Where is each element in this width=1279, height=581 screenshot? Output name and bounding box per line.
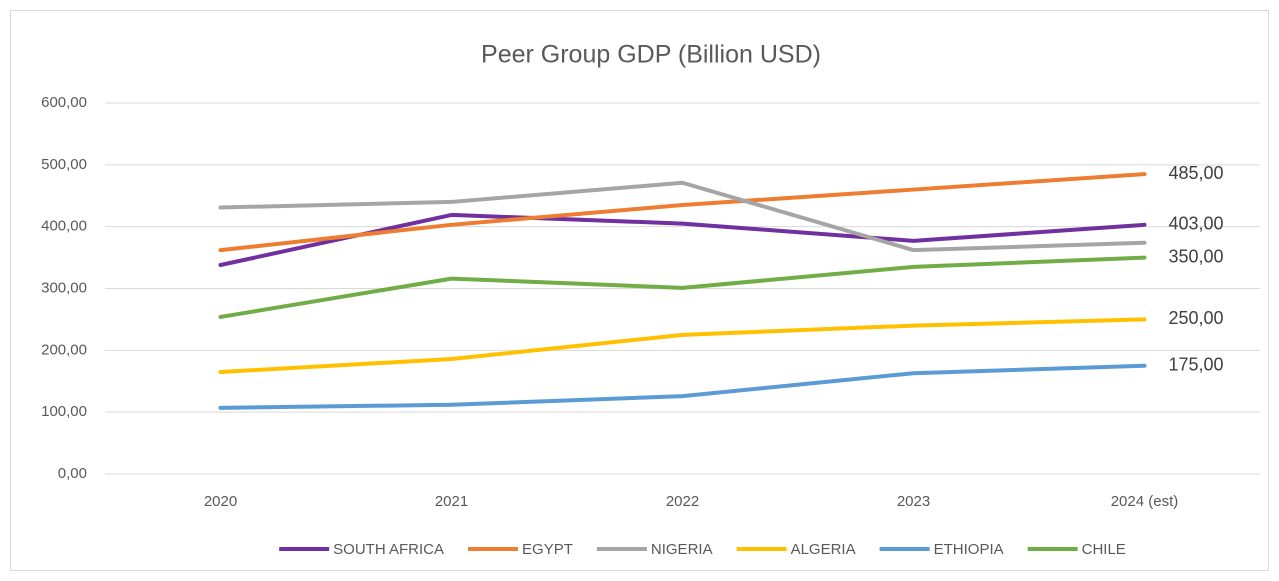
x-tick-label: 2022 xyxy=(666,493,699,510)
data-label: 250,00 xyxy=(1169,308,1224,328)
chart-title: Peer Group GDP (Billion USD) xyxy=(481,41,821,69)
y-tick-label: 200,00 xyxy=(41,341,87,358)
legend-label: ETHIOPIA xyxy=(934,541,1004,558)
x-tick-label: 2024 (est) xyxy=(1111,493,1179,510)
legend-label: CHILE xyxy=(1082,541,1126,558)
y-tick-label: 600,00 xyxy=(41,94,87,111)
y-tick-label: 500,00 xyxy=(41,156,87,173)
series-line xyxy=(218,180,1147,253)
y-tick-label: 100,00 xyxy=(41,403,87,420)
legend-label: EGYPT xyxy=(522,541,573,558)
y-tick-label: 300,00 xyxy=(41,279,87,296)
data-label: 175,00 xyxy=(1169,355,1224,375)
chart-border xyxy=(10,10,1269,571)
legend-label: ALGERIA xyxy=(791,541,856,558)
series-line xyxy=(218,172,1147,253)
y-tick-label: 0,00 xyxy=(58,465,87,482)
x-tick-label: 2023 xyxy=(897,493,930,510)
series-line xyxy=(218,363,1147,410)
data-label: 485,00 xyxy=(1169,163,1224,183)
x-tick-label: 2020 xyxy=(204,493,237,510)
x-tick-label: 2021 xyxy=(435,493,468,510)
legend-label: SOUTH AFRICA xyxy=(333,541,444,558)
series-line xyxy=(218,317,1147,374)
data-label: 403,00 xyxy=(1169,214,1224,234)
data-label: 350,00 xyxy=(1169,246,1224,266)
legend-label: NIGERIA xyxy=(651,541,713,558)
y-tick-label: 400,00 xyxy=(41,218,87,235)
series-line xyxy=(218,255,1147,319)
